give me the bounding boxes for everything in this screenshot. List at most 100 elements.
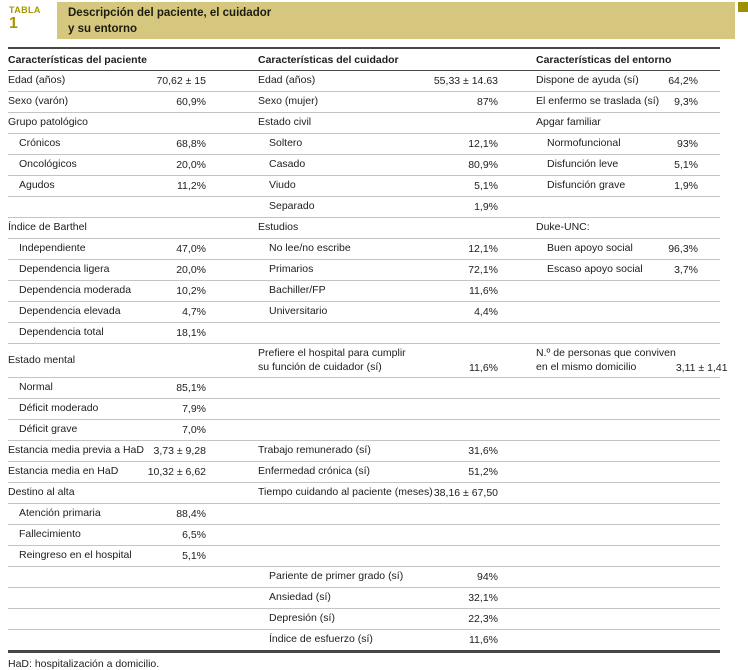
row-label: Estancia media en HaD [8, 465, 119, 478]
table-cell [536, 399, 720, 419]
row-value: 11,2% [177, 180, 206, 192]
row-label: Disfunción leve [547, 158, 619, 171]
table-title-line2: y su entorno [68, 22, 138, 35]
table-cell: Fallecimiento 6,5% [8, 525, 258, 545]
table-cell: Separado 1,9% [258, 197, 536, 217]
row-value: 20,0% [176, 264, 206, 276]
table-cell: Índice de esfuerzo (sí) 11,6% [258, 630, 536, 650]
table-cell: Dependencia ligera 20,0% [8, 260, 258, 280]
row-value: 87% [476, 96, 498, 108]
row-value: 5,1% [182, 550, 206, 562]
row-label: Edad (años) [8, 74, 66, 87]
table-cell [536, 302, 720, 322]
table-cell: Sexo (mujer) 87% [258, 92, 536, 112]
table-cell: Disfunción leve 5,1% [536, 155, 720, 175]
row-label: Fallecimiento [19, 528, 81, 541]
row-value: 4,4% [474, 306, 498, 318]
row-value: 55,33 ± 14.63 [433, 75, 498, 87]
table-cell [258, 420, 536, 440]
table-cell: No lee/no escribe 12,1% [258, 239, 536, 259]
table-row: Estancia media previa a HaD 3,73 ± 9,28 Tr… [8, 441, 720, 462]
table-row: Estado mental Prefiere el hospital para c… [8, 344, 728, 378]
table-cell: Estancia media en HaD 10,32 ± 6,62 [8, 462, 258, 482]
table-cell: Crónicos 68,8% [8, 134, 258, 154]
table-number: 1 [9, 15, 18, 32]
row-value: 7,9% [182, 403, 206, 415]
row-value: 68,8% [176, 138, 206, 150]
table-cell: Independiente 47,0% [8, 239, 258, 259]
row-value: 85,1% [176, 382, 206, 394]
table-cell: Edad (años) 70,62 ± 15 [8, 71, 258, 91]
table: Características del paciente Característ… [8, 47, 728, 653]
row-value: 18,1% [176, 327, 206, 339]
row-label: Ansiedad (sí) [269, 591, 331, 604]
row-label: Prefiere el hospital para cumplir su func… [258, 347, 406, 373]
row-value: 64,2% [668, 75, 698, 87]
corner-spacer [735, 2, 748, 39]
table-cell: Déficit moderado 7,9% [8, 399, 258, 419]
row-value: 31,6% [468, 445, 498, 457]
row-label: Sexo (mujer) [258, 95, 319, 108]
table-cell: Buen apoyo social 96,3% [536, 239, 720, 259]
table-cell [258, 504, 536, 524]
row-label: Dependencia moderada [19, 284, 132, 297]
row-value: 1,9% [674, 180, 698, 192]
table-title: Descripción del paciente, el cuidador y … [57, 2, 735, 39]
table-cell [536, 567, 720, 587]
table-cell [536, 281, 720, 301]
row-label: Dependencia ligera [19, 263, 110, 276]
row-label: Separado [269, 200, 315, 213]
table-row: Edad (años) 70,62 ± 15 Edad (años) 55,33 ± … [8, 71, 720, 92]
row-label: Edad (años) [258, 74, 316, 87]
row-value: 11,6% [469, 362, 498, 374]
table-cell [536, 441, 720, 461]
table-row: Atención primaria 88,4% [8, 504, 720, 525]
table-row: Crónicos 68,8% Soltero 12,1% Normofuncional 9… [8, 134, 720, 155]
row-label: Sexo (varón) [8, 95, 69, 108]
row-value: 12,1% [468, 138, 498, 150]
table-cell: Destino al alta [8, 483, 258, 503]
table-cell: Primarios 72,1% [258, 260, 536, 280]
table-body: Edad (años) 70,62 ± 15 Edad (años) 55,33 ± … [8, 71, 728, 653]
table-cell [8, 567, 258, 587]
corner-square-decoration [738, 2, 748, 12]
table-cell [536, 420, 720, 440]
table-row: Dependencia elevada 4,7% Universitario 4,4% [8, 302, 720, 323]
table-cell [258, 323, 536, 343]
row-label: Índice de Barthel [8, 221, 87, 234]
row-label: Dispone de ayuda (sí) [536, 74, 639, 87]
table-cell [536, 525, 720, 545]
table-cell: Ansiedad (sí) 32,1% [258, 588, 536, 608]
table-row: Estancia media en HaD 10,32 ± 6,62 Enferme… [8, 462, 720, 483]
table-row: Índice de esfuerzo (sí) 11,6% [8, 630, 720, 653]
row-label: Normal [19, 381, 53, 394]
row-value: 72,1% [468, 264, 498, 276]
row-value: 12,1% [468, 243, 498, 255]
table-cell: Apgar familiar [536, 113, 720, 133]
row-label: Índice de esfuerzo (sí) [269, 633, 373, 646]
row-value: 32,1% [468, 592, 498, 604]
row-value: 3,7% [674, 264, 698, 276]
row-label: Escaso apoyo social [547, 263, 643, 276]
table-cell [258, 399, 536, 419]
table-cell [258, 378, 536, 398]
table-cell: Déficit grave 7,0% [8, 420, 258, 440]
table-cell: Depresión (sí) 22,3% [258, 609, 536, 629]
table-cell [8, 609, 258, 629]
row-value: 38,16 ± 67,50 [433, 487, 498, 499]
table-row: Independiente 47,0% No lee/no escribe 12,1%… [8, 239, 720, 260]
table-cell: Dispone de ayuda (sí) 64,2% [536, 71, 720, 91]
table-cell: Enfermedad crónica (sí) 51,2% [258, 462, 536, 482]
row-label: Soltero [269, 137, 303, 150]
row-value: 3,73 ± 9,28 [153, 445, 206, 457]
table-cell [258, 546, 536, 566]
row-label: Estancia media previa a HaD [8, 444, 144, 457]
table-cell: Casado 80,9% [258, 155, 536, 175]
table-footnote: HaD: hospitalización a domicilio. [8, 658, 160, 670]
row-value: 60,9% [176, 96, 206, 108]
table-cell: Soltero 12,1% [258, 134, 536, 154]
row-label: Reingreso en el hospital [19, 549, 132, 562]
table-cell: Duke-UNC: [536, 218, 720, 238]
row-value: 10,2% [176, 285, 206, 297]
row-value: 10,32 ± 6,62 [147, 466, 206, 478]
